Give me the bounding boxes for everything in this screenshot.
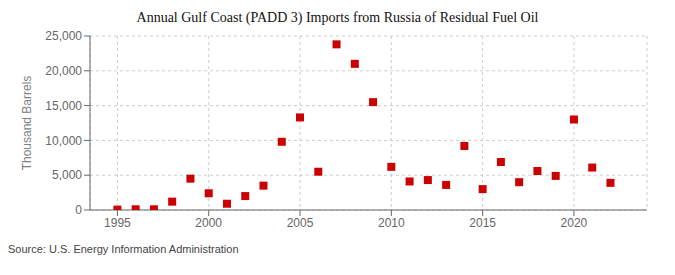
svg-text:1995: 1995 bbox=[104, 216, 131, 230]
svg-text:2020: 2020 bbox=[561, 216, 588, 230]
svg-text:20,000: 20,000 bbox=[45, 64, 82, 78]
svg-text:15,000: 15,000 bbox=[45, 99, 82, 113]
html-text:Source: U.S. Energy Informatio: Source: U.S. Energy Information Administ… bbox=[8, 243, 239, 255]
html-text:Annual Gulf Coast (PADD 3) Imp: Annual Gulf Coast (PADD 3) Imports from … bbox=[136, 10, 539, 25]
svg-text:2000: 2000 bbox=[195, 216, 222, 230]
svg-text:Thousand Barrels: Thousand Barrels bbox=[20, 76, 34, 171]
svg-text:2005: 2005 bbox=[287, 216, 314, 230]
svg-text:0: 0 bbox=[75, 203, 82, 217]
svg-text:25,000: 25,000 bbox=[45, 29, 82, 43]
svg-text:2010: 2010 bbox=[378, 216, 405, 230]
svg-text:10,000: 10,000 bbox=[45, 134, 82, 148]
svg-text:2015: 2015 bbox=[469, 216, 496, 230]
svg-text:5,000: 5,000 bbox=[52, 168, 82, 182]
